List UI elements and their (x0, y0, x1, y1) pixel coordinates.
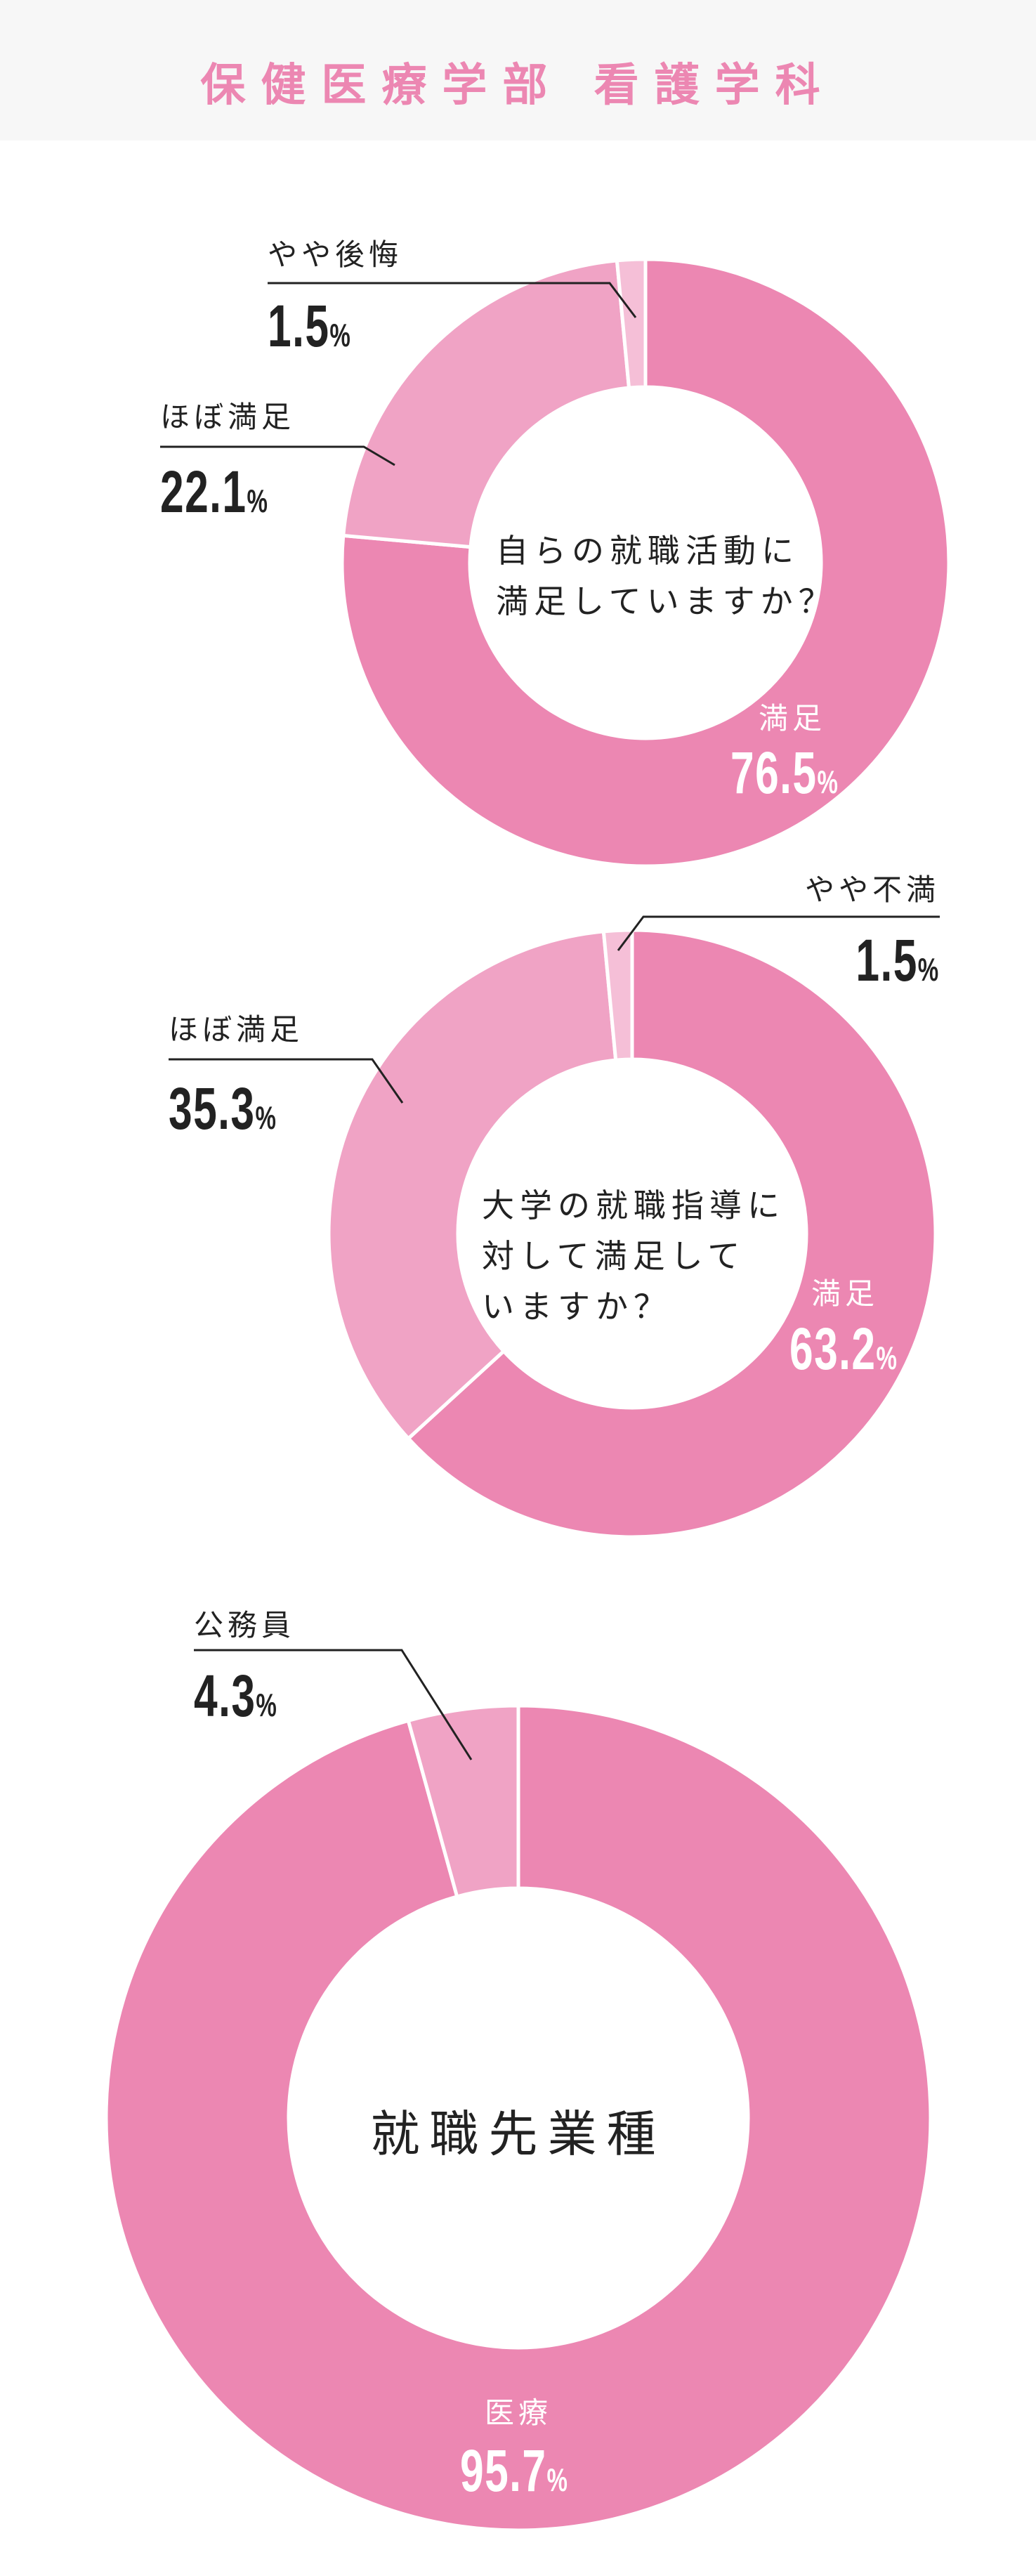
chart3-label-civil-servant: 公務員 (194, 1608, 296, 1642)
chart3-title-line: 就職先業種 (370, 2105, 666, 2163)
chart2-value-slight-dissatisfied: 1.5% (856, 931, 940, 990)
chart3-leader-line (194, 1649, 473, 1760)
header-bar: 保健医療学部 看護学科 (0, 0, 1036, 140)
chart1-slice-0 (340, 257, 951, 868)
chart1-label-mostly-satisfied: ほぼ満足 (160, 400, 296, 434)
chart2-leader-line (169, 1058, 404, 1104)
chart1-question: 自らの就職活動に 満足していますか？ (496, 525, 837, 627)
chart3-slice-0 (104, 1704, 933, 2532)
chart3-slice-1 (406, 1704, 520, 1899)
value-number: 4.3 (194, 1663, 256, 1729)
value-number: 1.5 (855, 927, 919, 993)
chart2-leader-line (617, 915, 940, 951)
chart1-value-mostly-satisfied: 22.1% (160, 462, 268, 521)
chart3-value-civil-servant: 4.3% (194, 1666, 277, 1725)
chart1-question-line: 自らの就職活動に (496, 532, 799, 570)
percent-sign: % (255, 1099, 277, 1136)
chart2-label-satisfied: 満足 (811, 1276, 879, 1311)
chart1-label-satisfied: 満足 (759, 701, 827, 735)
value-number: 63.2 (789, 1316, 877, 1382)
chart1-leader-line (268, 282, 637, 318)
chart2-slice-0 (405, 928, 938, 1539)
value-number: 95.7 (460, 2438, 547, 2504)
percent-sign: % (247, 483, 269, 519)
value-number: 22.1 (160, 459, 247, 525)
percent-sign: % (817, 764, 839, 800)
chart1-leader-line (160, 445, 395, 466)
percent-sign: % (256, 1687, 278, 1723)
chart1-value-satisfied: 76.5% (730, 743, 839, 802)
value-number: 76.5 (730, 740, 818, 806)
chart2-value-satisfied: 63.2% (789, 1319, 898, 1378)
chart1-question-line: 満足していますか？ (496, 582, 837, 620)
chart3-label-medical: 医療 (485, 2395, 553, 2430)
percent-sign: % (918, 951, 940, 988)
chart2-question: 大学の就職指導に 対して満足して いますか？ (482, 1180, 785, 1332)
chart1-label-slight-regret: やや後悔 (268, 237, 403, 272)
chart1-value-slight-regret: 1.5% (268, 296, 351, 355)
percent-sign: % (329, 317, 352, 353)
chart1-slice-2 (615, 257, 648, 390)
value-number: 35.3 (169, 1075, 256, 1142)
chart2-label-slight-dissatisfied: やや不満 (804, 872, 940, 907)
percent-sign: % (546, 2461, 569, 2498)
chart2-question-line: 対して満足して (482, 1237, 746, 1275)
percent-sign: % (876, 1340, 898, 1376)
chart3-title: 就職先業種 (0, 2106, 1036, 2162)
chart2-label-mostly-satisfied: ほぼ満足 (169, 1012, 304, 1047)
chart1-slice-1 (341, 259, 631, 549)
page-title: 保健医療学部 看護学科 (200, 59, 836, 112)
chart2-slice-1 (327, 929, 618, 1441)
value-number: 1.5 (268, 293, 330, 359)
chart2-question-line: いますか？ (482, 1288, 671, 1326)
chart2-value-mostly-satisfied: 35.3% (169, 1079, 277, 1138)
chart3-value-medical: 95.7% (460, 2441, 568, 2500)
chart2-question-line: 大学の就職指導に (482, 1186, 785, 1224)
chart2-slice-2 (601, 928, 634, 1062)
